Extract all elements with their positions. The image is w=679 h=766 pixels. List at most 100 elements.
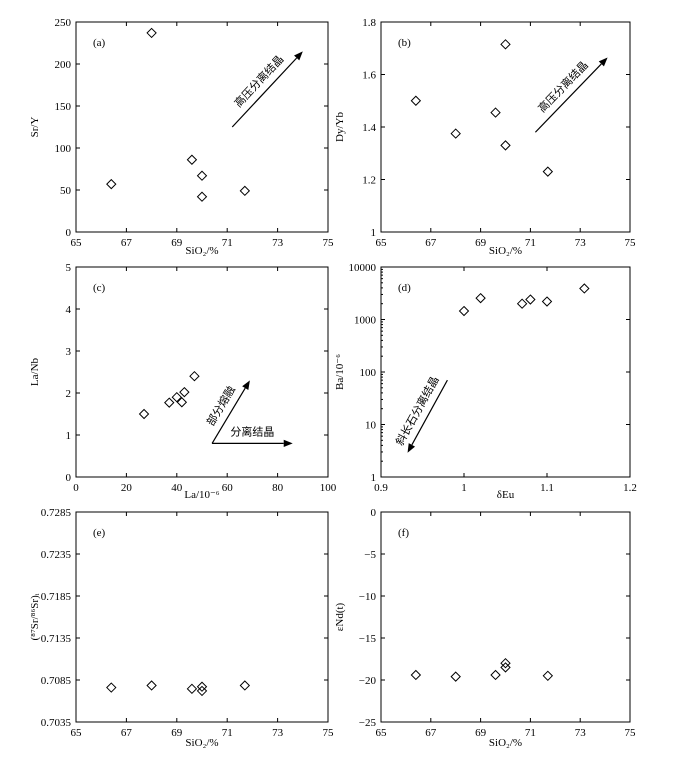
x-tick-label: 67 <box>425 727 437 739</box>
x-tick-label: 80 <box>272 482 284 494</box>
arrow-annotation-label: 部分熔融 <box>203 383 238 428</box>
arrowhead-icon <box>283 439 293 447</box>
data-point-diamond <box>196 681 208 692</box>
x-axis-label: δEu <box>497 489 515 501</box>
data-point-diamond <box>542 670 554 682</box>
x-tick-label: 75 <box>323 727 335 739</box>
y-tick-label: 2 <box>66 388 72 400</box>
data-point-diamond <box>475 292 486 304</box>
y-tick-label: 200 <box>55 59 72 71</box>
panel-4: 0.9 1 1.1 1.2110100100010000(d)δEuBa/10⁻⁶斜长… <box>334 262 637 501</box>
data-point-diamond <box>164 397 175 408</box>
data-point-diamond <box>239 680 251 691</box>
y-tick-label: 0.7285 <box>41 507 72 519</box>
x-tick-label: 65 <box>71 727 83 739</box>
panel-3: 0 20 40 60 80 100 0 1 2 3 4 5 (c) La/10⁻⁶ La/Nb 部分熔融分离结… <box>29 262 337 501</box>
y-tick-label: 250 <box>55 17 72 29</box>
data-point-diamond <box>500 140 511 151</box>
data-point-diamond <box>239 185 251 197</box>
x-axis-label: SiO₂/% <box>489 737 522 749</box>
y-tick-label: 0.7135 <box>41 633 72 645</box>
y-tick-label: 0 <box>371 507 377 519</box>
x-tick-label: 75 <box>323 237 335 249</box>
data-point-diamond <box>106 682 117 693</box>
arrow-annotation-label: 高压分离结晶 <box>535 58 591 115</box>
y-tick-label: 1 <box>66 430 72 442</box>
y-tick-label: −20 <box>359 675 377 687</box>
y-tick-label: 1.8 <box>362 17 376 29</box>
data-point-diamond <box>500 39 511 50</box>
panel-5: 65 67 69 71 73 75 0.7035 0.7085 0.7135 0.7185 0.72… <box>29 507 334 749</box>
x-tick-label: 71 <box>525 237 536 249</box>
plot-frame <box>75 511 329 723</box>
x-tick-label: 0 <box>73 482 79 494</box>
x-axis-label: SiO₂/% <box>489 245 522 257</box>
x-tick-label: 71 <box>222 727 233 739</box>
x-tick-label: 67 <box>121 727 133 739</box>
x-tick-label: 69 <box>171 237 183 249</box>
y-tick-label: 0 <box>66 472 72 484</box>
y-tick-label: 1.2 <box>362 175 376 187</box>
y-tick-label: 100 <box>360 367 377 379</box>
x-tick-label: 1.2 <box>623 482 637 494</box>
x-axis-label: La/10⁻⁶ <box>184 489 219 501</box>
data-point-diamond <box>196 685 208 697</box>
y-tick-label: 1.6 <box>362 70 376 82</box>
y-tick-label: 3 <box>66 346 72 358</box>
y-axis-label: Ba/10⁻⁶ <box>334 354 346 390</box>
y-tick-label: 4 <box>66 304 72 316</box>
data-point-diamond <box>171 391 183 403</box>
y-tick-label: 0.7185 <box>41 591 72 603</box>
data-point-diamond <box>542 166 554 177</box>
y-tick-label: −10 <box>359 591 377 603</box>
data-point-diamond <box>189 370 200 382</box>
data-point-diamond <box>490 107 501 118</box>
data-point-diamond <box>186 154 198 165</box>
trend-arrow-line <box>411 379 448 446</box>
x-tick-label: 100 <box>320 482 337 494</box>
plot-frame <box>75 21 329 233</box>
data-point-diamond <box>450 128 461 139</box>
arrowhead-icon <box>598 57 608 67</box>
x-tick-label: 73 <box>272 727 284 739</box>
panel-label: (b) <box>398 37 411 49</box>
panel-6: 65 67 69 71 73 75 −25 −20 −15 −10 −5 0 (f) SiO₂/% εNd(… <box>334 507 636 749</box>
data-point-diamond <box>146 27 157 39</box>
panel-label: (f) <box>398 527 409 539</box>
arrow-annotation-label: 高压分离结晶 <box>231 52 286 110</box>
x-tick-label: 40 <box>171 482 183 494</box>
panel-label: (d) <box>398 282 411 294</box>
y-tick-label: 1.4 <box>362 122 376 134</box>
data-point-diamond <box>179 386 190 398</box>
data-point-diamond <box>500 657 511 669</box>
x-tick-label: 67 <box>121 237 133 249</box>
plot-frame <box>380 511 631 723</box>
x-axis-label: SiO₂/% <box>185 245 218 257</box>
data-point-diamond <box>186 683 198 695</box>
y-tick-label: 10 <box>365 420 377 432</box>
data-point-diamond <box>525 294 536 305</box>
data-point-diamond <box>541 296 553 307</box>
y-tick-label: 5 <box>66 262 72 274</box>
x-tick-label: 69 <box>475 727 487 739</box>
trend-arrow-line <box>534 63 602 133</box>
arrowhead-icon <box>294 51 303 61</box>
panel-2: 65 67 69 71 73 75 1 1.2 1.4 1.6 1.8 (b) SiO₂/% Dy/Yb 高… <box>334 17 636 257</box>
data-point-diamond <box>490 669 501 681</box>
x-axis-label: SiO₂/% <box>185 737 218 749</box>
y-tick-label: 0.7085 <box>41 675 72 687</box>
panel-label: (e) <box>93 527 106 539</box>
x-tick-label: 73 <box>575 727 587 739</box>
y-tick-label: 0 <box>66 227 72 239</box>
y-tick-label: 1 <box>371 227 377 239</box>
y-axis-label: La/Nb <box>29 357 41 386</box>
data-point-diamond <box>500 662 511 673</box>
y-axis-label: (⁸⁷Sr/⁸⁶Sr)ᵢ <box>29 593 41 640</box>
trend-arrow-line <box>211 387 246 444</box>
y-axis-label: Dy/Yb <box>334 112 346 142</box>
x-tick-label: 20 <box>121 482 133 494</box>
y-axis-label: εNd(t) <box>334 602 346 631</box>
trend-arrow-line <box>231 57 298 128</box>
y-tick-label: 100 <box>55 143 72 155</box>
